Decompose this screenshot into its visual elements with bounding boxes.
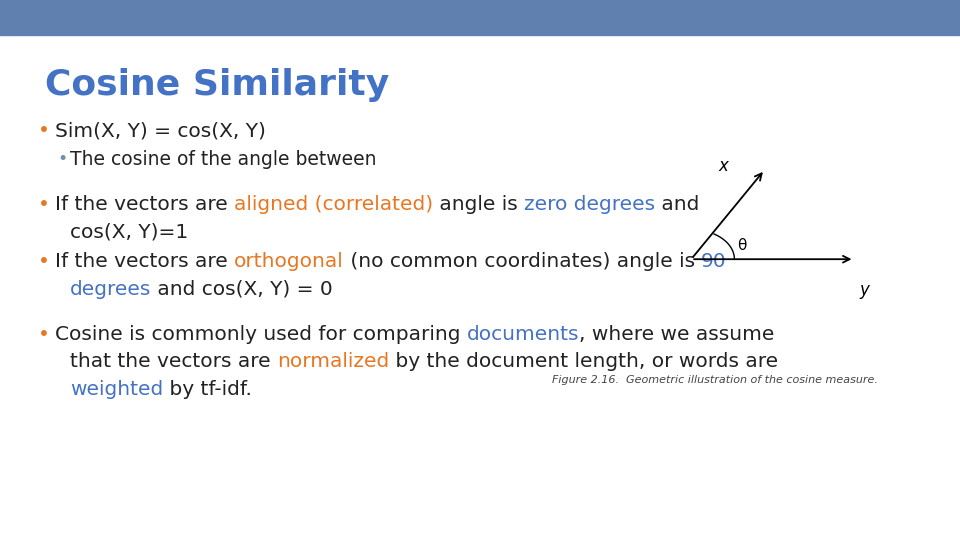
Text: by the document length, or words are: by the document length, or words are [390,352,779,371]
Text: weighted: weighted [70,380,163,399]
Text: Cosine is commonly used for comparing: Cosine is commonly used for comparing [55,325,467,344]
Text: x: x [718,157,729,175]
Text: documents: documents [467,325,579,344]
Text: Figure 2.16.  Geometric illustration of the cosine measure.: Figure 2.16. Geometric illustration of t… [552,375,877,386]
Text: (no common coordinates) angle is: (no common coordinates) angle is [344,252,701,271]
Text: that the vectors are: that the vectors are [70,352,277,371]
Text: •: • [38,252,50,271]
Text: cos(X, Y)=1: cos(X, Y)=1 [70,222,188,241]
Bar [0,0,960,35]
Text: •: • [58,150,68,168]
Text: degrees: degrees [70,280,152,299]
Text: zero degrees: zero degrees [524,195,656,214]
Text: orthogonal: orthogonal [234,252,344,271]
Text: If the vectors are: If the vectors are [55,195,234,214]
Text: y: y [859,281,869,299]
Text: and cos(X, Y) = 0: and cos(X, Y) = 0 [152,280,333,299]
Text: by tf-idf.: by tf-idf. [163,380,252,399]
Text: 90: 90 [701,252,727,271]
Text: •: • [38,325,50,344]
Text: and: and [656,195,700,214]
Text: angle is: angle is [433,195,524,214]
Text: Sim(X, Y) = cos(X, Y): Sim(X, Y) = cos(X, Y) [55,122,266,140]
Text: aligned (correlated): aligned (correlated) [234,195,433,214]
Text: normalized: normalized [277,352,390,371]
Text: , where we assume: , where we assume [579,325,775,344]
Text: •: • [38,195,50,214]
Text: •: • [38,122,50,140]
Text: θ: θ [737,238,747,253]
Text: If the vectors are: If the vectors are [55,252,234,271]
Text: The cosine of the angle between: The cosine of the angle between [70,150,376,169]
Text: Cosine Similarity: Cosine Similarity [45,68,390,102]
